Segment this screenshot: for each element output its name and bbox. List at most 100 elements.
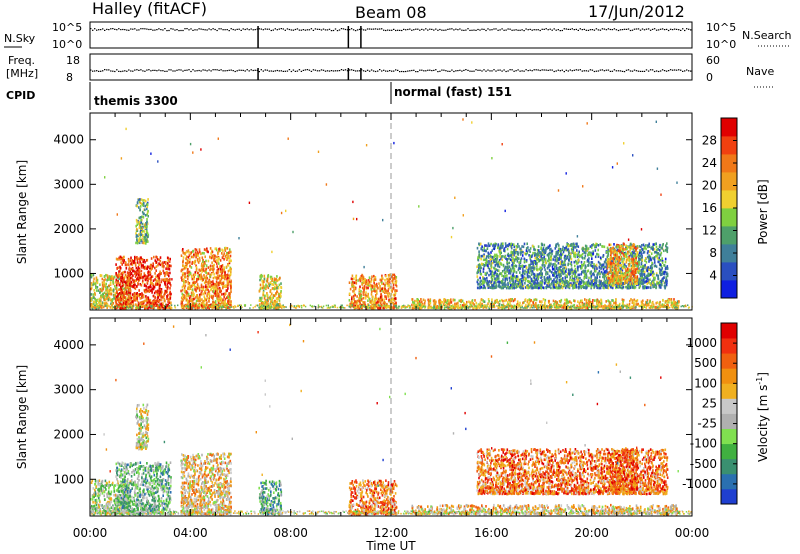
nsky-point	[168, 29, 170, 32]
echo-cell	[227, 306, 229, 309]
echo-cell	[184, 289, 186, 292]
echo-cell	[393, 303, 395, 306]
freq-point	[405, 70, 407, 73]
echo-cell	[203, 281, 206, 285]
echo-cell	[137, 303, 140, 307]
echo-cell	[106, 303, 109, 306]
echo-cell	[142, 275, 144, 279]
echo-cell	[219, 274, 222, 278]
echo-cell	[600, 298, 602, 302]
echo-cell	[206, 247, 208, 251]
echo-cell	[367, 294, 369, 297]
echo-cell	[351, 297, 353, 300]
echo-cell	[109, 282, 112, 285]
echo-cell	[382, 290, 385, 293]
echo-cell	[138, 293, 141, 296]
echo-cell	[358, 278, 361, 281]
freq-point	[401, 70, 403, 73]
echo-cell	[193, 297, 196, 301]
nsky-point	[260, 28, 262, 30]
echo-cell	[638, 304, 640, 308]
nsky-point	[601, 28, 604, 30]
echo-cell	[481, 305, 484, 308]
echo-cell	[388, 298, 390, 302]
nsky-point	[577, 29, 579, 31]
freq-point	[531, 70, 533, 72]
freq-point	[411, 69, 413, 72]
nsky-point	[451, 28, 453, 30]
echo-cell	[361, 274, 364, 278]
echo-cell	[353, 277, 355, 280]
nsky-point	[170, 28, 172, 30]
echo-cell	[130, 302, 133, 306]
echo-cell	[146, 306, 148, 310]
echo-cell	[563, 303, 566, 306]
freq-point	[657, 70, 660, 73]
echo-cell	[267, 282, 270, 285]
nsky-point	[493, 28, 495, 30]
echo-cell	[379, 287, 381, 290]
echo-cell	[600, 302, 603, 305]
echo-cell	[184, 261, 187, 265]
echo-cell	[104, 285, 107, 289]
echo-cell	[196, 299, 199, 302]
echo-cell	[223, 276, 225, 280]
echo-cell	[206, 296, 209, 300]
echo-cell	[540, 304, 542, 308]
echo-cell	[184, 291, 187, 294]
echo-cell	[126, 282, 128, 285]
echo-cell	[224, 302, 227, 305]
echo-cell	[146, 211, 149, 214]
echo-cell	[276, 286, 278, 290]
echo-cell	[227, 269, 230, 273]
freq-point	[326, 70, 329, 72]
echo-cell	[153, 299, 155, 302]
echo-cell	[452, 298, 455, 302]
freq-point	[344, 69, 347, 71]
freq-point	[613, 69, 616, 71]
nsky-point	[226, 29, 228, 31]
echo-cell	[138, 216, 141, 220]
freq-point	[324, 70, 327, 72]
echo-cell	[663, 303, 665, 307]
echo-cell	[649, 300, 651, 304]
echo-cell	[201, 287, 203, 290]
echo-cell	[480, 279, 482, 283]
echo-cell	[154, 259, 157, 262]
echo-cell	[127, 284, 130, 287]
echo-cell	[373, 288, 375, 291]
echo-cell	[230, 301, 232, 305]
echo-cell	[201, 301, 203, 305]
echo-cell	[141, 210, 144, 214]
echo-cell	[201, 305, 204, 308]
freq-point	[174, 70, 176, 72]
echo-cell	[135, 273, 138, 277]
echo-cell	[212, 285, 214, 289]
nsky-point	[234, 29, 236, 31]
freq-point	[569, 69, 571, 71]
echo-cell	[656, 301, 659, 304]
echo-cell	[651, 301, 653, 305]
echo-cell	[275, 292, 277, 295]
echo-cell	[122, 261, 125, 264]
echo-cell	[142, 216, 145, 219]
echo-cell	[99, 283, 101, 286]
freq-point	[487, 69, 489, 71]
echo-cell	[139, 233, 142, 236]
echo-cell	[123, 306, 125, 310]
freq-point	[200, 70, 202, 72]
nsky-point	[372, 28, 375, 30]
freq-point	[196, 70, 198, 72]
echo-cell	[230, 259, 232, 263]
freq-point	[637, 70, 640, 72]
echo-cell	[115, 288, 118, 291]
nsky-point	[379, 28, 381, 30]
echo-cell	[121, 259, 124, 262]
freq-point	[122, 70, 124, 72]
echo-cell	[140, 273, 142, 276]
echo-cell	[93, 282, 95, 286]
nsky-point	[531, 29, 533, 31]
echo-cell	[186, 264, 188, 267]
echo-cell	[395, 284, 398, 288]
nsky-point	[246, 28, 248, 30]
